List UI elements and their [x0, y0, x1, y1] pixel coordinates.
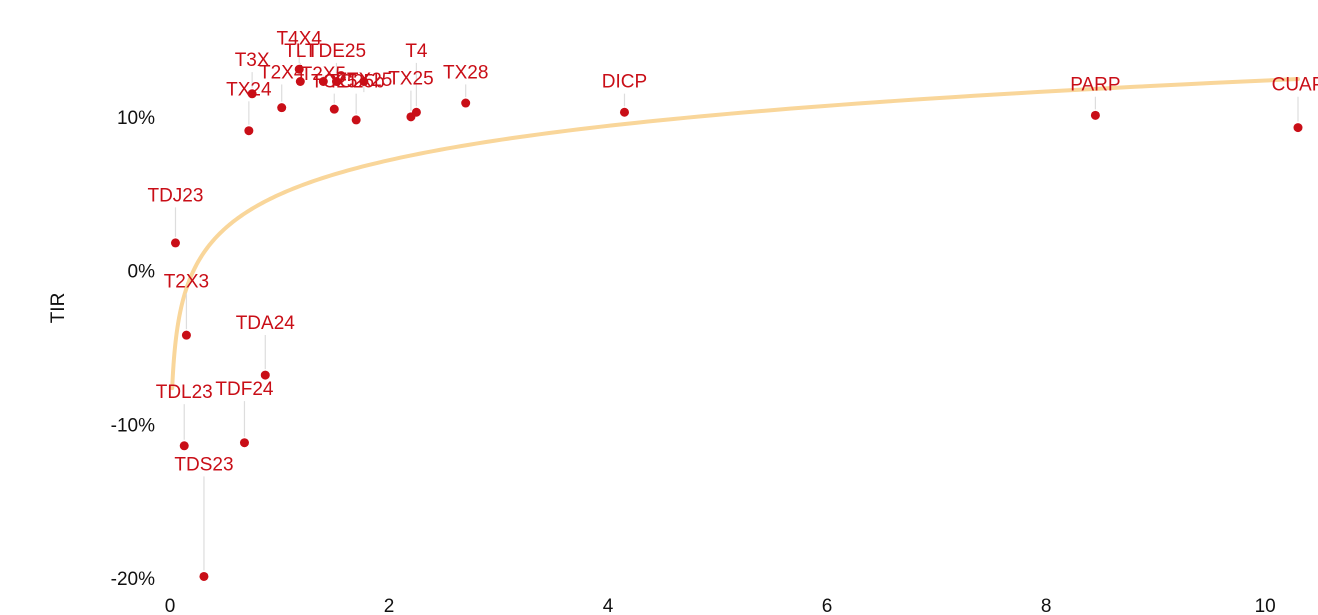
trendline [170, 77, 1300, 391]
trendline-layer [170, 77, 1300, 391]
data-point [619, 107, 629, 117]
x-tick-label: 8 [1041, 596, 1052, 615]
x-tick-label: 2 [384, 596, 395, 615]
data-label: TDL23 [156, 382, 213, 403]
data-point-layer [170, 64, 1303, 581]
data-label: FTX25 [335, 70, 392, 91]
data-point [351, 115, 361, 125]
leader-line-layer [174, 50, 1299, 571]
data-point [295, 77, 305, 87]
y-tick-label: 0% [128, 262, 156, 283]
data-label: T2X3 [164, 271, 209, 292]
data-point [260, 370, 270, 380]
data-label: TDA24 [236, 313, 296, 334]
data-point [181, 330, 191, 340]
data-point [1293, 123, 1303, 133]
data-label: TX28 [443, 62, 488, 83]
y-axis-ticks: -20% -10% 0% 10% [111, 108, 155, 590]
y-tick-label: -20% [111, 569, 155, 590]
data-label: TDF24 [215, 379, 274, 400]
data-label: TDJ23 [147, 185, 203, 206]
y-tick-label: 10% [117, 108, 155, 129]
data-label: TC25 [311, 72, 357, 93]
data-label: TC25b [328, 72, 385, 93]
data-label: TDE25 [307, 41, 366, 62]
x-tick-label: 10 [1255, 596, 1276, 615]
data-label: TDS23 [174, 454, 233, 475]
data-label: CUAP [1272, 75, 1318, 96]
x-tick-label: 4 [603, 596, 614, 615]
x-axis-ticks: 0 2 4 6 8 10 [165, 596, 1276, 615]
data-point [294, 64, 304, 74]
data-point [179, 441, 189, 451]
data-point [277, 103, 287, 113]
data-label: T3X [235, 50, 270, 71]
data-point [411, 107, 421, 117]
data-point [247, 89, 257, 99]
data-point [461, 98, 471, 108]
data-label: PARP [1070, 75, 1120, 96]
x-tick-label: 0 [165, 596, 176, 615]
data-point [331, 77, 341, 87]
data-label: TLT [284, 41, 317, 62]
data-point [244, 126, 254, 136]
data-point [199, 571, 209, 581]
data-label: DICP [602, 72, 647, 93]
data-label: T2X4 [259, 62, 305, 83]
data-label: T2X5 [301, 64, 346, 85]
data-label: T4 [405, 41, 428, 62]
data-point [239, 438, 249, 448]
data-point [1090, 110, 1100, 120]
data-label: TX25 [388, 69, 433, 90]
data-point [318, 77, 328, 87]
data-point [329, 104, 339, 114]
y-tick-label: -10% [111, 415, 155, 436]
data-label: T4X4 [277, 29, 323, 50]
data-point [170, 238, 180, 248]
data-point [359, 77, 369, 87]
data-label: TX24 [226, 79, 272, 100]
y-axis-title: TIR [48, 293, 69, 324]
x-tick-label: 6 [822, 596, 833, 615]
